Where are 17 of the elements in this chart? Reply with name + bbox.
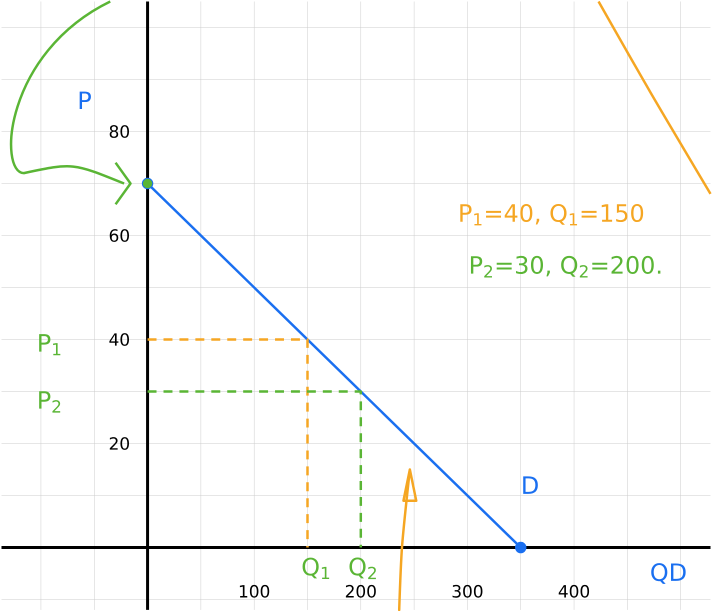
annotation: P$_{2}$=30, Q$_{2}$=200.	[470, 256, 660, 278]
annotation: Q$_{1}$	[302, 557, 330, 579]
annotation: QD	[651, 562, 686, 584]
annotation: P$_{1}$=40, Q$_{1}$=150	[460, 204, 644, 226]
y-tick-label: 40	[109, 332, 129, 346]
annotation: P	[80, 91, 91, 109]
y-tick-label: 60	[110, 228, 129, 242]
y-tick-label: 80	[110, 124, 129, 138]
annotation: P$_{1}$	[39, 334, 60, 356]
x-tick-label: 400	[558, 584, 590, 598]
x-tick-label: 200	[346, 584, 376, 598]
annotation: Q$_{2}$	[349, 557, 376, 579]
annotation: D	[523, 476, 538, 494]
annotation: P$_{2}$	[39, 391, 60, 412]
y-tick-label: 20	[110, 436, 129, 450]
x-tick-label: 100	[240, 584, 270, 598]
x-tick-label: 300	[452, 584, 482, 598]
